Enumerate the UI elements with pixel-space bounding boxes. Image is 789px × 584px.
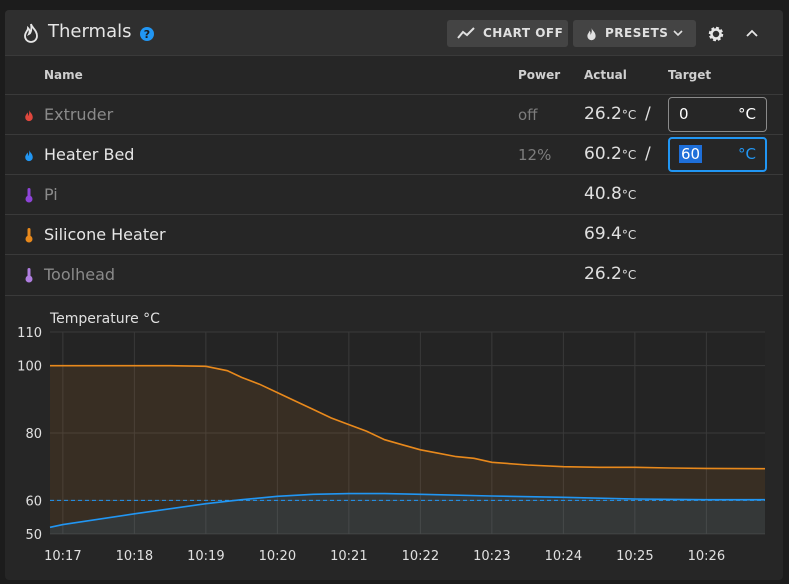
table-row: Extruder off 26.2°C / 0 °C [5, 94, 783, 135]
x-tick-label: 10:22 [402, 549, 439, 564]
chart-icon [457, 27, 475, 39]
y-tick-label: 60 [25, 494, 42, 509]
row-actual: 26.2°C [584, 104, 636, 124]
row-actual: 40.8°C [584, 184, 636, 204]
chart-title: Temperature °C [49, 311, 160, 327]
collapse-icon[interactable] [746, 29, 758, 37]
column-header: Actual [584, 68, 627, 82]
svg-text:?: ? [144, 28, 150, 41]
separator: / [645, 104, 651, 124]
flame-icon [25, 149, 33, 162]
y-tick-label: 100 [17, 360, 42, 375]
card-header: Thermals ? CHART OFF PRESETS [5, 10, 783, 56]
actual-unit: °C [621, 228, 637, 242]
row-name: Toolhead [44, 265, 116, 284]
series-line [49, 492, 765, 529]
x-tick-label: 10:18 [116, 549, 153, 564]
thermometer-icon [25, 188, 33, 203]
row-name: Extruder [44, 105, 114, 124]
dropdown-chevron [673, 30, 683, 37]
y-tick-label: 50 [25, 528, 42, 543]
actual-value: 40.8 [584, 184, 622, 204]
row-actual: 26.2°C [584, 264, 636, 284]
chart-toggle-button[interactable]: CHART OFF [447, 20, 568, 47]
x-tick-label: 10:25 [616, 549, 653, 564]
row-name: Heater Bed [44, 145, 135, 164]
column-header: Name [44, 68, 83, 82]
row-power: off [518, 106, 538, 124]
x-tick-label: 10:24 [545, 549, 582, 564]
x-tick-label: 10:17 [44, 549, 81, 564]
presets-button[interactable]: PRESETS [573, 20, 696, 47]
flame-icon [25, 109, 33, 122]
table-row: Silicone Heater 69.4°C [5, 214, 783, 255]
separator: / [645, 144, 651, 164]
row-power: 12% [518, 146, 552, 164]
x-tick-label: 10:21 [330, 549, 367, 564]
target-unit: °C [738, 145, 756, 163]
button-label: CHART OFF [483, 26, 564, 40]
button-label: PRESETS [605, 26, 669, 40]
target-input[interactable]: 0 °C [668, 97, 767, 132]
x-tick-label: 10:19 [187, 549, 224, 564]
actual-unit: °C [621, 108, 637, 122]
target-unit: °C [738, 105, 756, 123]
series-area [50, 365, 765, 534]
thermometer-icon [25, 228, 33, 243]
x-tick-label: 10:23 [473, 549, 510, 564]
actual-value: 60.2 [584, 144, 622, 164]
actual-unit: °C [621, 188, 637, 202]
settings-icon[interactable] [707, 25, 725, 43]
target-value: 0 [679, 105, 689, 123]
series-line [50, 364, 766, 470]
table-row: Heater Bed 12% 60.2°C / 60 °C [5, 134, 783, 175]
y-tick-label: 80 [25, 427, 42, 442]
y-tick-label: 110 [17, 326, 42, 341]
help-icon[interactable]: ? [139, 26, 155, 42]
actual-value: 26.2 [584, 264, 622, 284]
table-row: Toolhead 26.2°C [5, 254, 783, 296]
row-actual: 69.4°C [584, 224, 636, 244]
actual-unit: °C [621, 148, 637, 162]
row-actual: 60.2°C [584, 144, 636, 164]
actual-value: 26.2 [584, 104, 622, 124]
flame-icon [24, 23, 38, 43]
series-area [50, 493, 765, 534]
row-name: Pi [44, 185, 58, 204]
card-title: Thermals [48, 21, 132, 42]
target-value: 60 [679, 145, 703, 163]
x-tick-label: 10:20 [259, 549, 296, 564]
row-name: Silicone Heater [44, 225, 166, 244]
table-row: Pi 40.8°C [5, 174, 783, 215]
flame-icon [587, 27, 596, 41]
column-header: Target [668, 68, 712, 82]
actual-value: 69.4 [584, 224, 622, 244]
thermometer-icon [25, 268, 33, 283]
actual-unit: °C [621, 268, 637, 282]
x-tick-label: 10:26 [688, 549, 725, 564]
column-header: Power [518, 68, 561, 82]
target-input[interactable]: 60 °C [668, 137, 767, 172]
